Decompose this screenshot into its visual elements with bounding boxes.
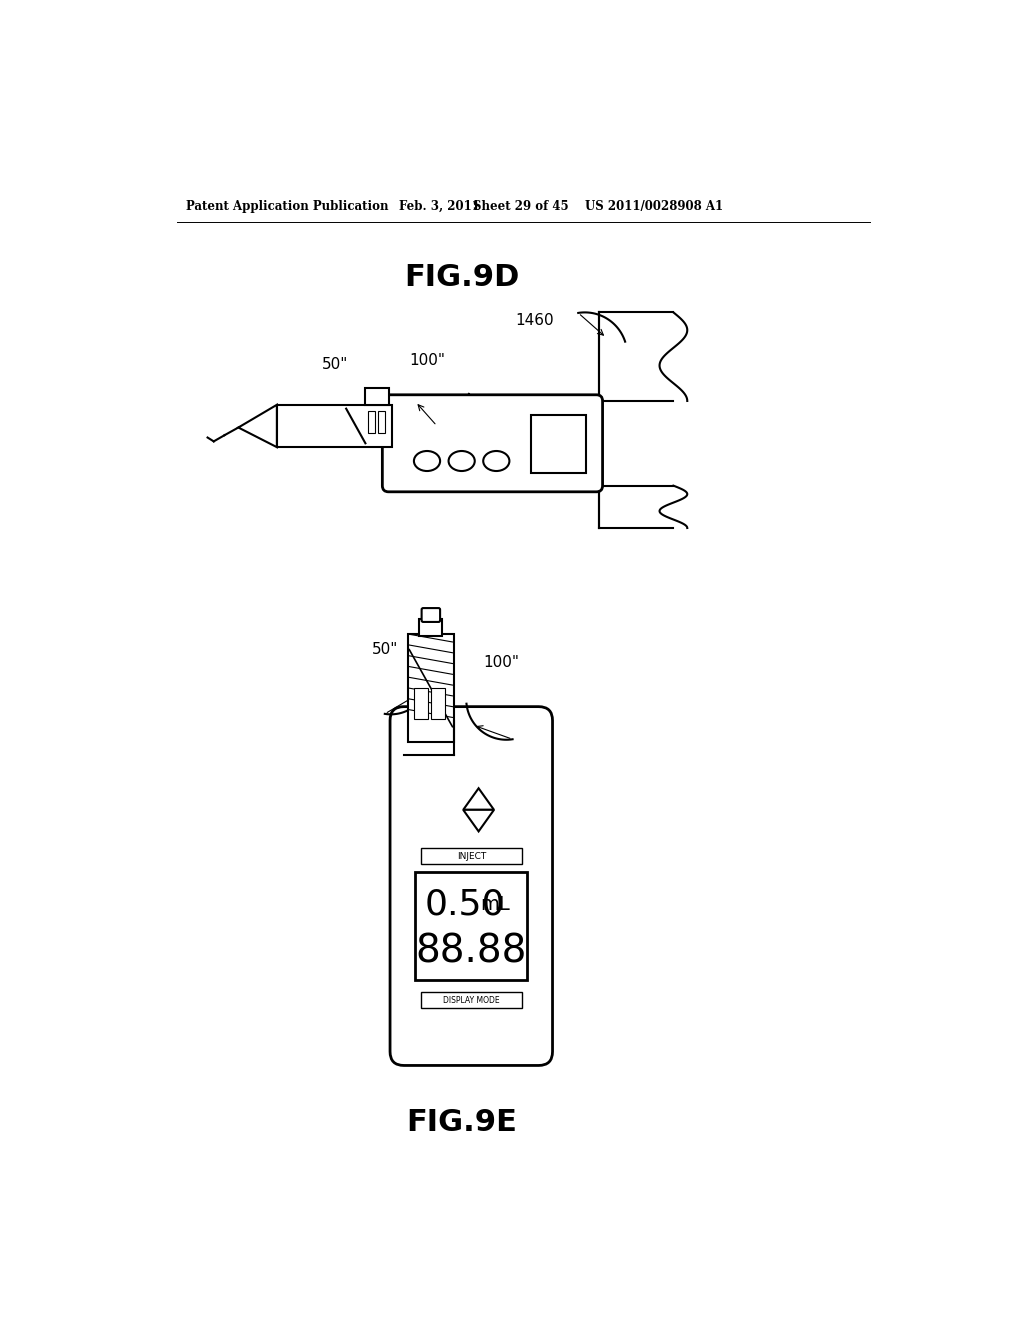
Polygon shape: [239, 405, 276, 447]
Text: 100": 100": [483, 655, 519, 671]
Bar: [419, 619, 442, 636]
Text: FIG.9D: FIG.9D: [404, 263, 519, 292]
Text: 0.50: 0.50: [425, 887, 505, 921]
FancyBboxPatch shape: [422, 609, 440, 622]
Text: Patent Application Publication: Patent Application Publication: [186, 199, 388, 213]
Text: INJECT: INJECT: [457, 851, 486, 861]
Bar: [421, 847, 521, 865]
Text: 50": 50": [372, 642, 398, 657]
FancyBboxPatch shape: [382, 395, 602, 492]
Text: US 2011/0028908 A1: US 2011/0028908 A1: [585, 199, 723, 213]
Bar: [276, 405, 392, 447]
Bar: [414, 688, 428, 719]
FancyBboxPatch shape: [390, 706, 553, 1065]
Text: 100": 100": [410, 352, 445, 368]
Text: 88.88: 88.88: [416, 932, 527, 970]
Text: Sheet 29 of 45: Sheet 29 of 45: [473, 199, 569, 213]
Ellipse shape: [414, 451, 440, 471]
Polygon shape: [463, 788, 494, 810]
Bar: [366, 388, 388, 405]
Bar: [408, 635, 454, 742]
Bar: [431, 688, 444, 719]
Ellipse shape: [483, 451, 509, 471]
Ellipse shape: [449, 451, 475, 471]
Text: FIG.9E: FIG.9E: [407, 1107, 517, 1137]
Polygon shape: [463, 810, 494, 832]
Text: mL: mL: [480, 895, 510, 913]
Bar: [368, 411, 376, 433]
Bar: [378, 411, 385, 433]
Bar: [531, 414, 587, 474]
Bar: [421, 991, 521, 1008]
Text: 50": 50": [322, 358, 348, 372]
Text: Feb. 3, 2011: Feb. 3, 2011: [398, 199, 479, 213]
Bar: [416, 873, 527, 979]
Text: DISPLAY MODE: DISPLAY MODE: [443, 995, 500, 1005]
Text: 1460: 1460: [515, 313, 554, 327]
